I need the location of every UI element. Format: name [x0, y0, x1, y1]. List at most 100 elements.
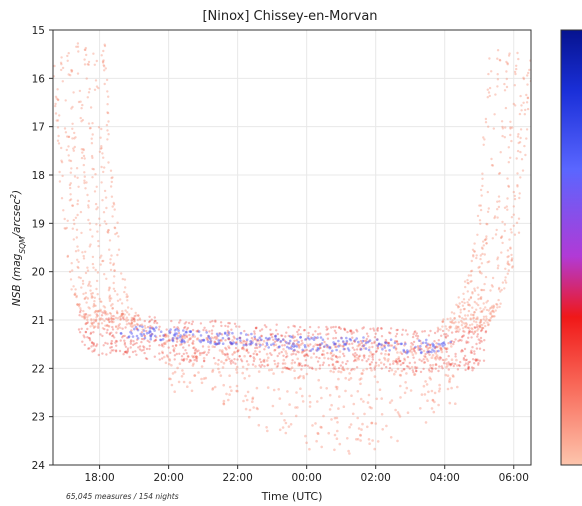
data-point: [116, 293, 119, 296]
data-point: [103, 69, 106, 72]
data-point: [159, 338, 163, 342]
data-point: [127, 335, 131, 338]
data-point: [106, 90, 109, 93]
data-point: [448, 362, 451, 366]
data-point: [338, 326, 341, 329]
data-point: [506, 208, 509, 211]
data-point: [462, 318, 466, 321]
data-point: [353, 348, 356, 351]
data-point: [67, 52, 70, 55]
data-point: [397, 356, 401, 359]
data-point: [316, 431, 320, 435]
data-point: [438, 387, 442, 391]
data-point: [414, 334, 418, 337]
data-point: [268, 368, 271, 372]
data-point: [69, 171, 73, 174]
data-point: [506, 260, 510, 263]
data-point: [355, 337, 359, 340]
data-point: [348, 337, 352, 341]
data-point: [98, 317, 101, 320]
data-point: [439, 346, 442, 350]
data-point: [418, 348, 422, 352]
data-point: [491, 309, 494, 312]
data-point: [87, 60, 91, 64]
data-point: [242, 346, 245, 349]
data-point: [104, 324, 107, 327]
data-point: [76, 265, 79, 269]
data-point: [451, 362, 454, 365]
data-point: [209, 320, 212, 324]
data-point: [72, 149, 76, 152]
data-point: [320, 445, 324, 449]
data-point: [428, 350, 431, 354]
data-point: [394, 359, 397, 362]
data-point: [220, 360, 223, 364]
data-point: [143, 351, 146, 355]
data-point: [475, 321, 478, 324]
data-point: [183, 326, 186, 330]
data-point: [242, 339, 245, 343]
data-point: [53, 64, 56, 68]
data-point: [431, 399, 435, 402]
data-point: [134, 325, 138, 329]
data-point: [138, 324, 142, 328]
data-point: [314, 422, 317, 425]
data-point: [455, 358, 458, 362]
data-point: [207, 348, 211, 352]
data-point: [186, 326, 190, 330]
data-point: [350, 330, 353, 333]
data-point: [71, 269, 74, 272]
data-point: [507, 255, 510, 258]
data-point: [481, 326, 484, 329]
data-point: [103, 189, 107, 193]
data-point: [393, 372, 396, 376]
data-point: [175, 352, 178, 356]
data-point: [334, 336, 337, 340]
data-point: [322, 345, 326, 349]
data-point: [308, 325, 312, 329]
data-point: [265, 359, 269, 362]
data-point: [90, 345, 93, 348]
data-point: [289, 346, 292, 349]
data-point: [449, 363, 453, 366]
data-point: [97, 126, 101, 129]
data-point: [124, 286, 127, 289]
data-point: [383, 356, 386, 360]
data-point: [420, 393, 424, 396]
data-point: [70, 70, 73, 73]
data-point: [179, 334, 182, 337]
data-point: [357, 358, 361, 361]
data-point: [187, 344, 191, 347]
data-point: [79, 309, 82, 312]
data-point: [255, 344, 258, 347]
data-point: [456, 325, 459, 329]
data-point: [467, 367, 470, 371]
data-point: [92, 321, 96, 324]
data-point: [471, 328, 474, 331]
data-point: [227, 331, 231, 334]
data-point: [114, 316, 118, 319]
data-point: [71, 122, 74, 126]
data-point: [371, 354, 374, 357]
data-point: [488, 319, 491, 322]
data-point: [182, 352, 185, 356]
data-point: [80, 120, 83, 123]
data-point: [196, 330, 199, 333]
data-point: [100, 145, 103, 148]
data-point: [89, 314, 92, 317]
data-point: [130, 332, 134, 335]
data-point: [280, 334, 283, 337]
data-point: [363, 339, 366, 343]
data-point: [463, 354, 467, 358]
y-tick-label: 22: [32, 363, 45, 375]
data-point: [251, 396, 255, 400]
data-point: [227, 345, 230, 348]
data-point: [450, 345, 453, 348]
data-point: [103, 166, 106, 169]
data-point: [73, 131, 76, 135]
data-point: [199, 322, 203, 325]
data-point: [370, 352, 374, 356]
data-point: [94, 310, 97, 313]
data-point: [191, 354, 194, 358]
data-point: [113, 269, 116, 272]
